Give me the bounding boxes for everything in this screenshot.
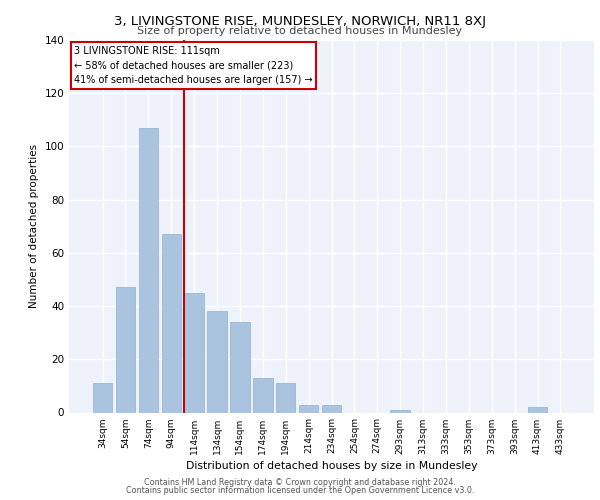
Text: 3, LIVINGSTONE RISE, MUNDESLEY, NORWICH, NR11 8XJ: 3, LIVINGSTONE RISE, MUNDESLEY, NORWICH,…	[114, 15, 486, 28]
Bar	[116, 288, 135, 412]
Bar	[253, 378, 272, 412]
Bar	[139, 128, 158, 412]
Y-axis label: Number of detached properties: Number of detached properties	[29, 144, 39, 308]
Bar	[184, 293, 204, 412]
Text: 3 LIVINGSTONE RISE: 111sqm
← 58% of detached houses are smaller (223)
41% of sem: 3 LIVINGSTONE RISE: 111sqm ← 58% of deta…	[74, 46, 313, 85]
Bar	[276, 383, 295, 412]
Bar	[299, 404, 319, 412]
Bar	[161, 234, 181, 412]
Bar	[208, 312, 227, 412]
Bar	[528, 407, 547, 412]
Text: Contains public sector information licensed under the Open Government Licence v3: Contains public sector information licen…	[126, 486, 474, 495]
X-axis label: Distribution of detached houses by size in Mundesley: Distribution of detached houses by size …	[186, 460, 477, 470]
Bar	[93, 383, 112, 412]
Text: Contains HM Land Registry data © Crown copyright and database right 2024.: Contains HM Land Registry data © Crown c…	[144, 478, 456, 487]
Bar	[391, 410, 410, 412]
Bar	[322, 404, 341, 412]
Bar	[230, 322, 250, 412]
Text: Size of property relative to detached houses in Mundesley: Size of property relative to detached ho…	[137, 26, 463, 36]
